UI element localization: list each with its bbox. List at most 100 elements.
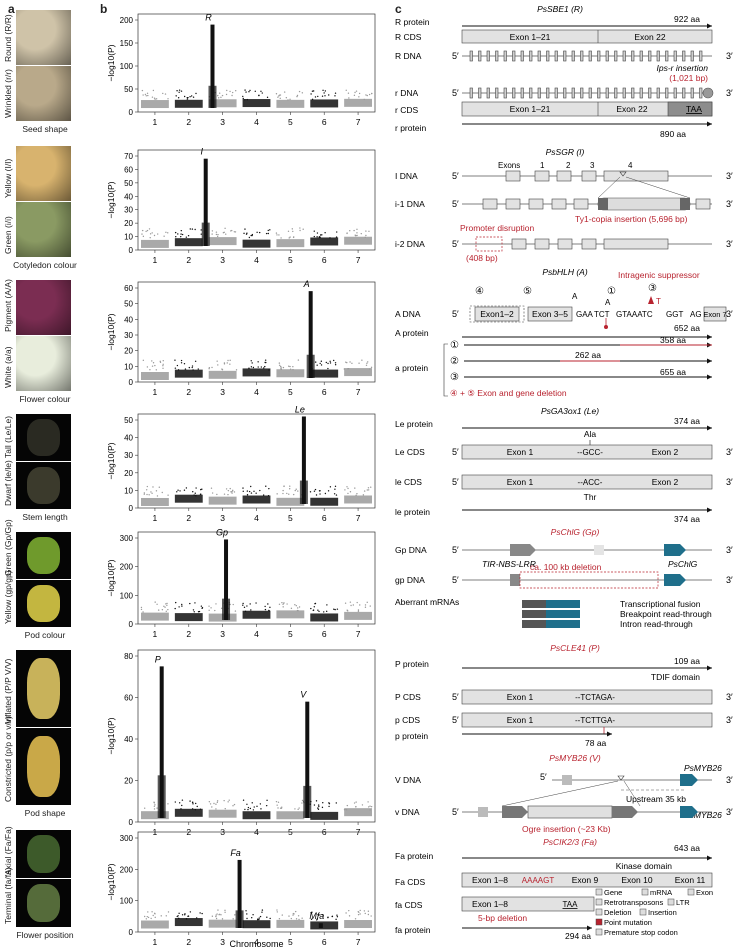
five-prime: 5′	[452, 545, 459, 555]
row-label: Aberrant mRNAs	[395, 597, 459, 607]
three-prime: 3′	[726, 88, 733, 98]
trait-photo-recessive	[16, 879, 71, 927]
exon-label: Exon 1	[507, 447, 534, 457]
exon-mark	[614, 50, 618, 62]
exon-mark	[631, 87, 635, 99]
legend-item: Gene	[604, 888, 622, 897]
suppressor-label: Intragenic suppressor	[618, 270, 700, 280]
variant-number: ③	[450, 372, 459, 383]
five-prime: 5′	[452, 171, 459, 181]
exon-mark	[597, 50, 601, 62]
gene-title: PsbHLH (A)	[542, 267, 588, 277]
mrna-label: Breakpoint read-through	[620, 609, 712, 619]
exon-mark	[571, 50, 575, 62]
protein-length: 890 aa	[660, 129, 686, 139]
ltr	[598, 198, 608, 210]
exon-label: Exon 1–21	[510, 32, 551, 42]
protein-length: 655 aa	[660, 367, 686, 377]
promoter-size: (408 bp)	[466, 253, 498, 263]
sequence: GTAAATC	[616, 310, 653, 319]
row-label: r protein	[395, 123, 426, 133]
mrna-segment	[546, 620, 580, 628]
exon-mark	[529, 50, 533, 62]
sequence: TCT	[594, 310, 610, 319]
exon-box	[505, 170, 521, 182]
exon-mark	[648, 87, 652, 99]
exon-mark	[690, 50, 694, 62]
pschlg-gene	[664, 544, 686, 556]
stop-codon: TAA	[686, 104, 702, 114]
zoom-line	[597, 176, 621, 199]
gene-title: PsCIK2/3 (Fa)	[543, 837, 597, 847]
exon-label: Exon 1	[507, 477, 534, 487]
plant-specimen	[27, 834, 60, 874]
legend-swatch	[595, 908, 603, 916]
cds-box	[461, 712, 713, 728]
plant-specimen	[27, 466, 60, 505]
exon-mark	[580, 50, 584, 62]
exon-mark	[588, 87, 592, 99]
variant-number: ⑤	[523, 286, 532, 297]
exon-label: Exon 1	[507, 692, 534, 702]
row-label: Gp DNA	[395, 545, 427, 555]
exon-mark	[503, 87, 507, 99]
exon-mark	[699, 50, 703, 62]
plant-specimen	[27, 657, 60, 720]
mrna-label: Transcriptional fusion	[620, 599, 701, 609]
protein-length: 358 aa	[660, 335, 686, 345]
exon-label: Exon 22	[616, 104, 647, 114]
three-prime: 3′	[726, 309, 733, 319]
row-label: fa protein	[395, 925, 431, 935]
arrow-head	[707, 334, 712, 340]
exon-box	[557, 238, 573, 250]
exon-mark	[614, 87, 618, 99]
exon-mark	[571, 87, 575, 99]
gene-block	[594, 545, 604, 555]
trait-photo-recessive	[16, 462, 71, 509]
inserted-cds	[667, 101, 713, 117]
exon-box	[534, 170, 550, 182]
legend-swatch	[595, 898, 603, 906]
legend-swatch	[595, 928, 603, 936]
variant-number: ②	[450, 356, 459, 367]
plant-specimen	[27, 584, 60, 623]
exon-box	[551, 198, 567, 210]
row-label: R CDS	[395, 32, 422, 42]
cds-box	[461, 444, 713, 460]
ogre-label: Ogre insertion (~23 Kb)	[522, 824, 611, 834]
legend-item: Insertion	[648, 908, 677, 917]
exon-mark	[588, 50, 592, 62]
exon-mark	[554, 50, 558, 62]
variant-number: ①	[450, 340, 459, 351]
arrow-head	[707, 855, 712, 861]
insertion-size: (1,021 bp)	[669, 73, 708, 83]
row-label: R DNA	[395, 51, 422, 61]
trait-photo-dominant	[16, 650, 71, 727]
psmyb26-gene	[680, 774, 698, 786]
trait-photo-dominant	[16, 532, 71, 579]
row-label: r CDS	[395, 105, 418, 115]
row-label: A protein	[395, 328, 429, 338]
row-label: V DNA	[395, 775, 421, 785]
mrna-segment	[546, 610, 580, 618]
exon-mark	[656, 50, 660, 62]
exon-label: Exon 10	[621, 875, 652, 885]
row-label: p protein	[395, 731, 428, 741]
three-prime: 3′	[726, 477, 733, 487]
arrow-head	[707, 665, 712, 671]
legend-item: Premature stop codon	[604, 928, 678, 937]
row-label: v DNA	[395, 807, 420, 817]
trait-photo-dominant	[16, 414, 71, 461]
mrna-label: Intron read-through	[620, 619, 693, 629]
promoter-label: Promoter disruption	[460, 223, 534, 233]
exon-mark	[469, 87, 473, 99]
exon-box	[511, 238, 527, 250]
five-prime: 5′	[452, 309, 459, 319]
five-prime: 5′	[452, 477, 459, 487]
exon-mark	[563, 87, 567, 99]
sequence: --TCTTGA-	[575, 716, 615, 725]
ogre-insertion	[527, 805, 613, 819]
exon-label: Exon 7	[703, 310, 726, 319]
exon-mark	[537, 50, 541, 62]
exon-label: Exon 2	[652, 447, 679, 457]
